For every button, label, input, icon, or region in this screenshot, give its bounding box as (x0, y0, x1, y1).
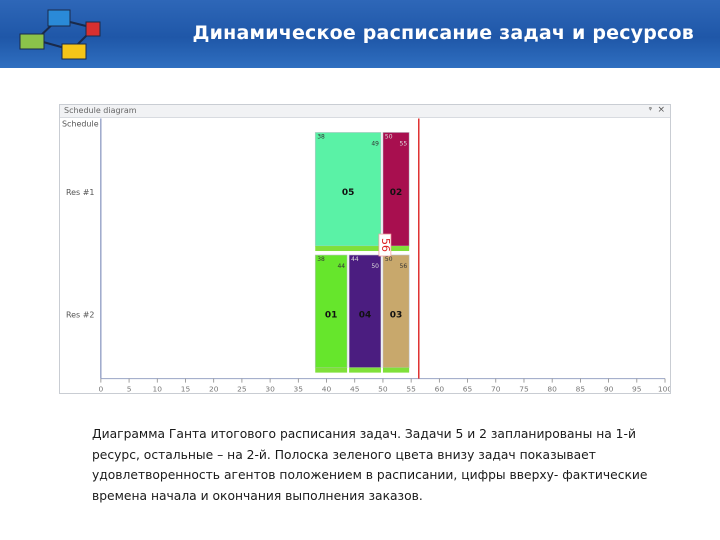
task-end-label: 55 (400, 140, 408, 147)
satisfaction-strip-05 (315, 246, 381, 252)
figure-caption: Диаграмма Ганта итогового расписания зад… (92, 427, 648, 503)
x-tick-label: 45 (350, 385, 360, 393)
pin-icon[interactable]: ᵠ (648, 105, 652, 114)
resource-label: Res #2 (66, 310, 95, 319)
task-bar-05 (314, 132, 382, 247)
current-time-label: 56 (379, 238, 392, 252)
x-tick-label: 0 (98, 385, 103, 393)
satisfaction-strip-04 (349, 367, 381, 373)
task-start-label: 50 (385, 133, 393, 140)
task-bar-04 (348, 254, 382, 368)
current-time-badge (378, 233, 392, 257)
x-tick-label: 75 (519, 385, 529, 393)
x-tick-label: 80 (547, 385, 557, 393)
x-tick-label: 50 (378, 385, 388, 393)
x-tick-label: 60 (435, 385, 445, 393)
x-tick-label: 20 (209, 385, 219, 393)
x-tick-label: 10 (153, 385, 163, 393)
x-tick-label: 85 (576, 385, 586, 393)
task-id-label: 01 (325, 310, 337, 320)
task-end-label: 49 (371, 140, 379, 147)
task-start-label: 50 (385, 256, 393, 263)
x-tick-label: 40 (322, 385, 332, 393)
x-tick-label: 90 (604, 385, 614, 393)
x-tick-label: 95 (632, 385, 642, 393)
task-bar-02 (382, 132, 410, 247)
task-id-label: 02 (390, 188, 402, 198)
gantt-diagram-window: Schedule diagram ᵠ × Schedule Res #1 Res #… (59, 104, 671, 394)
network-logo-icon (19, 9, 101, 60)
task-bar-01 (314, 254, 348, 368)
task-end-label: 50 (371, 263, 379, 270)
x-tick-label: 5 (127, 385, 132, 393)
diagram-titlebar: Schedule diagram ᵠ × (60, 105, 670, 118)
x-tick-label: 70 (491, 385, 501, 393)
x-tick-label: 35 (294, 385, 304, 393)
task-start-label: 44 (351, 256, 359, 263)
x-tick-label: 55 (406, 385, 416, 393)
task-bar-03 (382, 254, 410, 368)
close-icon[interactable]: × (657, 105, 665, 115)
task-start-label: 38 (317, 133, 325, 140)
satisfaction-strip-02 (382, 246, 410, 252)
satisfaction-strip-03 (382, 367, 410, 373)
diagram-title: Schedule diagram (64, 106, 137, 115)
page-title: Динамическое расписание задач и ресурсов (192, 22, 694, 44)
task-start-label: 38 (317, 256, 325, 263)
task-end-label: 56 (400, 263, 408, 270)
x-tick-label: 30 (265, 385, 275, 393)
x-tick-label: 100 (658, 385, 670, 393)
resource-label: Res #1 (66, 188, 95, 197)
corner-label: Schedule (62, 119, 99, 128)
x-tick-label: 65 (463, 385, 473, 393)
task-id-label: 04 (359, 310, 371, 320)
x-tick-label: 15 (181, 385, 191, 393)
header-bar: Динамическое расписание задач и ресурсов (0, 0, 720, 68)
task-id-label: 05 (342, 188, 354, 198)
satisfaction-strip-01 (315, 367, 348, 373)
task-end-label: 44 (337, 263, 345, 270)
x-tick-label: 25 (237, 385, 247, 393)
task-id-label: 03 (390, 310, 402, 320)
